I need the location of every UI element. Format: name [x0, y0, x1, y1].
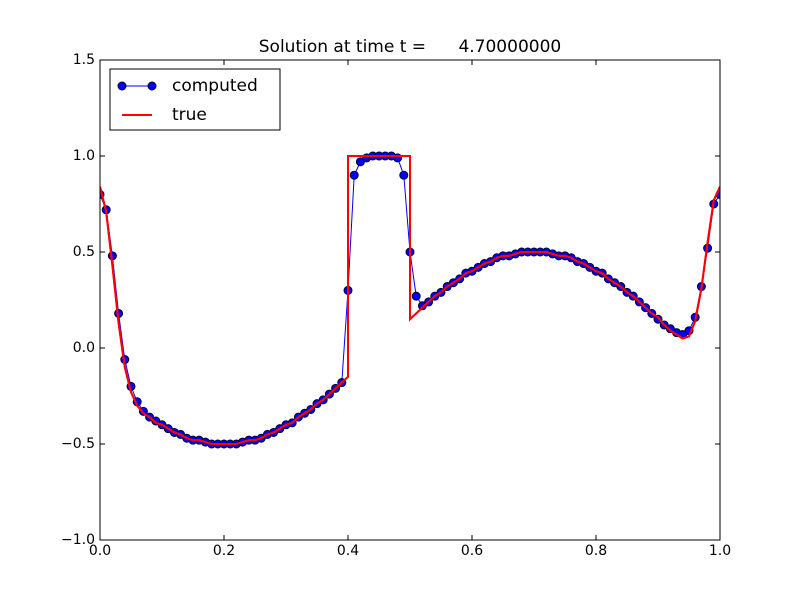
x-tick-label: 0.4 — [337, 543, 359, 559]
plot-frame — [99, 59, 721, 541]
data-point — [349, 170, 359, 180]
legend-label: computed — [172, 76, 258, 96]
x-tick-label: 0.8 — [585, 543, 607, 559]
x-tick-label: 0.0 — [89, 543, 111, 559]
x-tick-label: 1.0 — [709, 543, 731, 559]
legend-marker — [147, 81, 157, 91]
y-tick-label: −1.0 — [61, 532, 95, 548]
x-tick-label: 0.6 — [461, 543, 483, 559]
y-tick-label: −0.5 — [61, 436, 95, 452]
legend: computed true — [109, 68, 281, 131]
chart-title: Solution at time t = 4.70000000 — [259, 37, 561, 57]
y-tick-label: 1.0 — [73, 148, 95, 164]
plot-area — [100, 151, 720, 449]
data-point — [411, 291, 421, 301]
y-tick-label: 0.0 — [73, 340, 95, 356]
data-point — [399, 170, 409, 180]
legend-box — [109, 68, 281, 131]
series-line — [100, 155, 720, 445]
x-tick-label: 0.2 — [213, 543, 235, 559]
legend-marker — [117, 81, 127, 91]
y-tick-label: 0.5 — [73, 244, 95, 260]
legend-label: true — [172, 105, 207, 125]
y-tick-label: 1.5 — [73, 52, 95, 68]
